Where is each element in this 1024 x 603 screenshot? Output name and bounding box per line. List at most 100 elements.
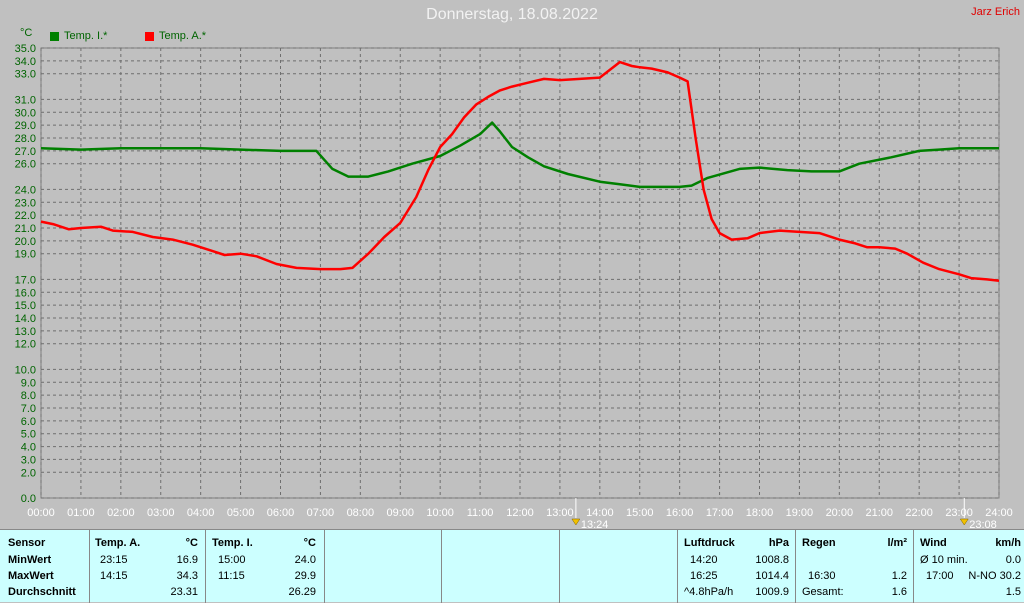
temp-a-max-value: 34.3 (176, 570, 198, 582)
x-tick-label: 02:00 (107, 507, 135, 519)
y-tick-label: 3.0 (21, 454, 36, 466)
x-tick-label: 01:00 (67, 507, 95, 519)
legend-swatch-red (145, 31, 154, 41)
wind-max-time: 17:00 (926, 570, 954, 582)
pressure-max-time: 16:25 (690, 570, 718, 582)
y-tick-label: 29.0 (15, 120, 36, 132)
y-tick-label: 2.0 (21, 467, 36, 479)
y-tick-label: 31.0 (15, 94, 36, 106)
y-tick-label: 8.0 (21, 390, 36, 402)
temperature-chart: 0.02.03.04.05.06.07.08.09.010.012.013.01… (15, 43, 1013, 529)
author-label: Jarz Erich (971, 6, 1020, 18)
x-tick-label: 19:00 (786, 507, 814, 519)
wind-avg-label: Ø 10 min. (920, 554, 968, 566)
legend-label: Temp. A.* (159, 30, 207, 42)
wind-avg-value: 0.0 (1005, 554, 1021, 566)
x-tick-label: 11:00 (467, 507, 494, 519)
temp-a-min-value: 16.9 (176, 554, 198, 566)
rain-max-value: 1.2 (891, 570, 907, 582)
y-tick-label: 16.0 (15, 287, 36, 299)
wind-max-value: N-NO 30.2 (968, 570, 1021, 582)
y-tick-label: 15.0 (15, 300, 36, 312)
x-tick-label: 21:00 (865, 507, 893, 519)
y-tick-label: 24.0 (15, 184, 36, 196)
x-tick-label: 15:00 (626, 507, 654, 519)
y-tick-label: 21.0 (15, 223, 36, 235)
chart-title: Donnerstag, 18.08.2022 (426, 6, 598, 23)
y-tick-label: 35.0 (15, 43, 36, 55)
temp-i-max-time: 11:15 (218, 570, 245, 582)
rain-header: Regen (802, 537, 836, 549)
chart-series (40, 60, 1000, 282)
y-unit-label: °C (20, 27, 33, 39)
wind-extra-value: 1.5 (1005, 586, 1021, 598)
y-tick-label: 6.0 (21, 416, 36, 428)
y-tick-label: 4.0 (21, 442, 36, 454)
x-tick-label: 07:00 (307, 507, 335, 519)
pressure-trend: ^4.8hPa/h (684, 586, 734, 598)
legend-label: Temp. I.* (64, 30, 108, 42)
x-tick-label: 13:00 (546, 507, 574, 519)
pressure-max-value: 1014.4 (755, 570, 789, 582)
x-tick-label: 14:00 (586, 507, 614, 519)
x-tick-label: 23:00 (945, 507, 973, 519)
y-tick-label: 19.0 (15, 249, 36, 261)
x-tick-label: 00:00 (27, 507, 55, 519)
x-tick-label: 16:00 (666, 507, 694, 519)
x-tick-label: 20:00 (826, 507, 854, 519)
x-tick-label: 17:00 (706, 507, 734, 519)
pressure-header: Luftdruck (684, 537, 735, 549)
x-tick-label: 03:00 (147, 507, 175, 519)
temp-i-min-value: 24.0 (294, 554, 316, 566)
rain-total-value: 1.6 (891, 586, 907, 598)
x-axis-ticks: 00:00 01:00 02:00 03:00 04:00 05:00 06:00 07:00… (27, 507, 1013, 519)
statistics-panel: Sensor MinWert MaxWert Durchschnitt Temp… (0, 529, 1024, 603)
wind-header: Wind (920, 537, 947, 549)
row-label-min: MinWert (8, 554, 52, 566)
y-tick-label: 22.0 (15, 210, 36, 222)
x-tick-label: 09:00 (386, 507, 414, 519)
x-tick-label: 24:00 (985, 507, 1013, 519)
y-tick-label: 34.0 (15, 56, 36, 68)
temp-a-header: Temp. A. (95, 537, 141, 549)
y-tick-label: 30.0 (15, 107, 36, 119)
y-tick-label: 9.0 (21, 377, 36, 389)
x-tick-label: 18:00 (746, 507, 774, 519)
y-tick-label: 33.0 (15, 69, 36, 81)
series-line-temp-i (40, 121, 999, 189)
pressure-min-time: 14:20 (690, 554, 718, 566)
x-tick-label: 08:00 (347, 507, 375, 519)
temp-a-average: 23.31 (170, 586, 198, 598)
x-tick-label: 22:00 (905, 507, 933, 519)
x-tick-label: 10:00 (426, 507, 454, 519)
y-tick-label: 27.0 (15, 146, 36, 158)
y-tick-label: 12.0 (15, 339, 36, 351)
pressure-min-value: 1008.8 (755, 554, 789, 566)
rain-total-label: Gesamt: (802, 586, 844, 598)
temp-i-unit: °C (303, 537, 316, 549)
y-tick-label: 28.0 (15, 133, 36, 145)
y-tick-label: 26.0 (15, 159, 36, 171)
temp-a-min-time: 23:15 (100, 554, 128, 566)
series-line-temp-a (40, 60, 1000, 282)
y-tick-label: 20.0 (15, 236, 36, 248)
y-tick-label: 17.0 (15, 274, 36, 286)
y-tick-label: 10.0 (15, 364, 36, 376)
y-tick-label: 13.0 (15, 326, 36, 338)
y-tick-label: 7.0 (21, 403, 36, 415)
y-tick-label: 23.0 (15, 197, 36, 209)
rain-max-time: 16:30 (808, 570, 836, 582)
temp-i-min-time: 15:00 (218, 554, 246, 566)
pressure-unit: hPa (768, 537, 789, 549)
weather-marker-icon (571, 518, 581, 526)
rain-unit: l/m² (887, 537, 907, 549)
weather-marker-icon (959, 518, 969, 526)
temp-a-max-time: 14:15 (100, 570, 128, 582)
y-axis-ticks: 0.02.03.04.05.06.07.08.09.010.012.013.01… (15, 43, 36, 505)
x-tick-label: 06:00 (267, 507, 295, 519)
temp-i-header: Temp. I. (212, 537, 253, 549)
pressure-current: 1009.9 (755, 586, 789, 598)
row-label-max: MaxWert (8, 570, 54, 582)
legend-item-temp-a: Temp. A.* (145, 30, 206, 42)
legend-swatch-green (50, 31, 59, 41)
